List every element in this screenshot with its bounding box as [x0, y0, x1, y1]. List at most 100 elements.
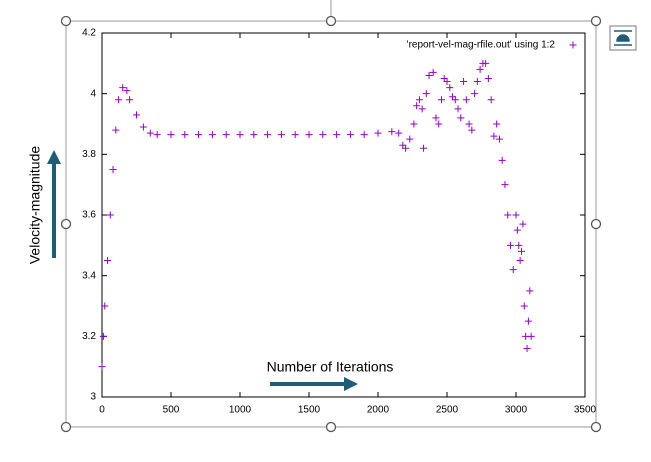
point — [484, 75, 492, 82]
handle[interactable] — [590, 218, 602, 230]
point — [410, 120, 418, 128]
point — [319, 131, 327, 139]
point — [457, 114, 465, 122]
x-tick-label: 500 — [163, 405, 180, 416]
point — [515, 241, 523, 249]
point — [443, 78, 451, 86]
point — [513, 226, 521, 234]
point — [495, 135, 503, 143]
chart-image: 3 3.2 3.4 3.6 3.8 4 4.2 0 500 1000 1500 2000 2500 300… — [82, 28, 596, 416]
point — [465, 120, 473, 128]
point — [518, 247, 526, 255]
point — [208, 131, 216, 139]
point — [264, 131, 272, 139]
point — [109, 166, 117, 173]
point — [451, 96, 459, 104]
point — [277, 131, 285, 139]
point — [291, 131, 299, 139]
x-tick-label: 0 — [99, 405, 105, 416]
y-tick-label: 3.6 — [82, 210, 96, 221]
legend-marker — [569, 41, 577, 49]
legend-label: 'report-vel-mag-rfile.out' using 1:2 — [407, 40, 556, 51]
point — [146, 129, 154, 137]
x-axis-label: Number of Iterations — [267, 359, 394, 375]
point — [167, 131, 175, 139]
point — [123, 87, 131, 95]
point — [418, 105, 426, 113]
y-tick-label: 4.2 — [82, 28, 96, 39]
y-arrow-head — [47, 150, 61, 164]
point — [487, 96, 495, 104]
handle[interactable] — [590, 15, 602, 27]
point — [406, 135, 414, 143]
point — [490, 132, 498, 140]
point — [133, 111, 140, 119]
point — [112, 126, 120, 134]
point — [333, 131, 341, 139]
point — [236, 131, 244, 139]
point — [504, 211, 512, 219]
y-tick-label: 3.4 — [82, 270, 96, 281]
point — [473, 78, 481, 86]
point — [526, 287, 534, 295]
point — [527, 332, 535, 340]
point — [126, 96, 134, 104]
handle[interactable] — [60, 421, 72, 433]
point — [506, 241, 514, 249]
point — [432, 114, 440, 122]
handle[interactable] — [590, 421, 602, 433]
point — [402, 144, 410, 152]
point — [501, 181, 509, 189]
point — [115, 96, 123, 104]
point — [437, 96, 445, 104]
handle[interactable] — [60, 218, 72, 230]
x-arrow-head — [344, 377, 358, 391]
point — [139, 123, 147, 131]
point — [181, 131, 189, 139]
point — [425, 71, 433, 79]
point — [471, 90, 479, 98]
point — [415, 96, 423, 104]
button-icon — [614, 30, 632, 46]
layout-options-button[interactable] — [609, 25, 637, 51]
handles[interactable] — [60, 15, 602, 433]
point — [222, 131, 230, 139]
handle[interactable] — [60, 15, 72, 27]
point — [374, 129, 382, 137]
handle[interactable] — [325, 15, 337, 27]
y-tick-label: 3 — [90, 392, 96, 403]
point — [482, 59, 490, 67]
point — [523, 344, 531, 352]
point — [119, 84, 127, 92]
point — [435, 120, 443, 128]
point — [99, 332, 107, 340]
x-tick-label: 3000 — [505, 405, 528, 416]
point — [524, 317, 532, 325]
point — [104, 257, 112, 264]
x-tick-label: 2500 — [436, 405, 459, 416]
point — [305, 131, 313, 139]
point — [346, 131, 354, 139]
x-tick-label: 3500 — [574, 405, 597, 416]
point — [420, 144, 428, 152]
y-tick-label: 4 — [90, 88, 96, 99]
x-tick-label: 1500 — [298, 405, 321, 416]
y-axis-label: Velocity-magnitude — [27, 146, 43, 265]
point — [509, 266, 517, 274]
point — [360, 131, 368, 139]
point — [512, 211, 520, 219]
point — [498, 156, 506, 164]
point — [98, 363, 106, 371]
point — [429, 68, 437, 76]
handle[interactable] — [325, 421, 337, 433]
point — [250, 131, 258, 139]
y-tick-label: 3.2 — [82, 331, 96, 342]
y-tick-label: 3.8 — [82, 149, 96, 160]
point — [519, 220, 527, 228]
point — [422, 90, 430, 98]
point — [462, 96, 470, 104]
point — [454, 105, 462, 113]
point — [468, 126, 476, 134]
